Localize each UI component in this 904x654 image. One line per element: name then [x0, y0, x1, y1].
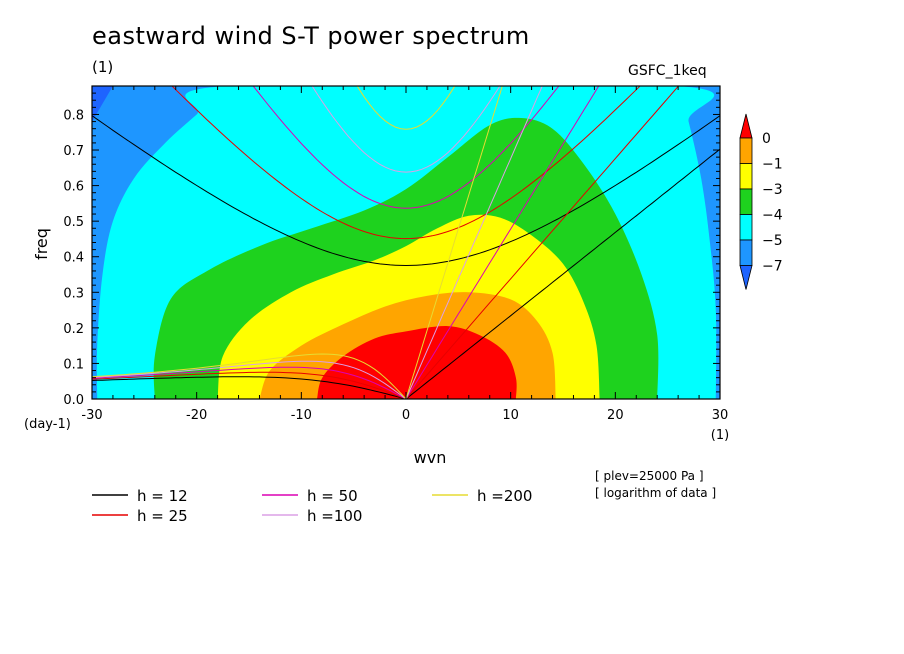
x-tick-label: -10 [291, 408, 312, 423]
legend: h = 12 h = 25 h = 50 h =100 h =200 [92, 487, 532, 525]
kelvin-curve-h200 [405, 86, 503, 399]
model-label: GSFC_1keq [628, 63, 707, 79]
colorbar: 0 −1 −3 −4 −5 −7 [739, 113, 783, 290]
colorbar-label: −7 [762, 259, 783, 275]
colorbar-label: 0 [762, 131, 771, 147]
y-tick-label: 0.6 [63, 180, 84, 195]
x-tick-label: 20 [607, 408, 624, 423]
kelvin-curve-h25 [405, 86, 680, 399]
y-tick-label: 0.4 [63, 251, 84, 266]
colorbar-label: −4 [762, 208, 783, 224]
legend-label: h = 12 [137, 487, 188, 505]
y-tick-label: 0.7 [63, 144, 84, 159]
y-tick-label: 0.8 [63, 108, 84, 123]
colorbar-segment [739, 163, 753, 190]
gravity-curve-h200 [356, 86, 456, 130]
y-tick-label: 0.3 [63, 286, 84, 301]
x-tick-label: 10 [502, 408, 519, 423]
colorbar-segment [739, 239, 753, 266]
x-tick-label: 0 [402, 408, 410, 423]
contour-corner-patch [92, 86, 113, 122]
data-annotation: [ logarithm of data ] [595, 486, 716, 500]
gravity-curve-h50 [252, 86, 560, 209]
colorbar-segment [739, 188, 753, 215]
plev-annotation: [ plev=25000 Pa ] [595, 469, 704, 483]
gravity-curve-h12 [92, 115, 720, 267]
legend-label: h =100 [307, 507, 362, 525]
rossby-curve-h12 [92, 376, 407, 399]
x-axis-unit: (1) [711, 428, 729, 443]
gravity-curve-h25 [171, 86, 641, 240]
legend-label: h = 25 [137, 507, 188, 525]
y-tick-label: 0.2 [63, 322, 84, 337]
chart-title: eastward wind S-T power spectrum [92, 22, 530, 50]
y-tick-label: 0.5 [63, 215, 84, 230]
colorbar-segment [739, 137, 753, 164]
y-axis-label: freq [32, 228, 51, 260]
x-tick-label: 30 [712, 408, 729, 423]
colorbar-top-arrow [739, 113, 753, 139]
y-axis-unit: (day-1) [24, 417, 71, 432]
x-axis-label: wvn [414, 448, 447, 467]
rossby-curve-h50 [92, 366, 407, 399]
colorbar-bottom-arrow [739, 265, 753, 290]
rossby-curve-h25 [92, 371, 407, 399]
x-tick-label: -30 [81, 408, 102, 423]
kelvin-curve-h50 [405, 86, 600, 399]
x-tick-label: -20 [186, 408, 207, 423]
y-tick-label: 0.1 [63, 357, 84, 372]
chart-subtitle: (1) [92, 58, 114, 76]
gravity-curve-h100 [311, 86, 501, 173]
colorbar-label: −5 [762, 233, 783, 249]
legend-label: h = 50 [307, 487, 358, 505]
rossby-curve-h200 [92, 353, 407, 399]
colorbar-label: −1 [762, 157, 783, 173]
colorbar-label: −3 [762, 182, 783, 198]
colorbar-segment [739, 214, 753, 241]
kelvin-curve-h12 [405, 148, 720, 399]
y-tick-label: 0.0 [63, 393, 84, 408]
rossby-curve-h100 [92, 360, 407, 399]
legend-label: h =200 [477, 487, 532, 505]
kelvin-curve-h100 [405, 86, 543, 399]
